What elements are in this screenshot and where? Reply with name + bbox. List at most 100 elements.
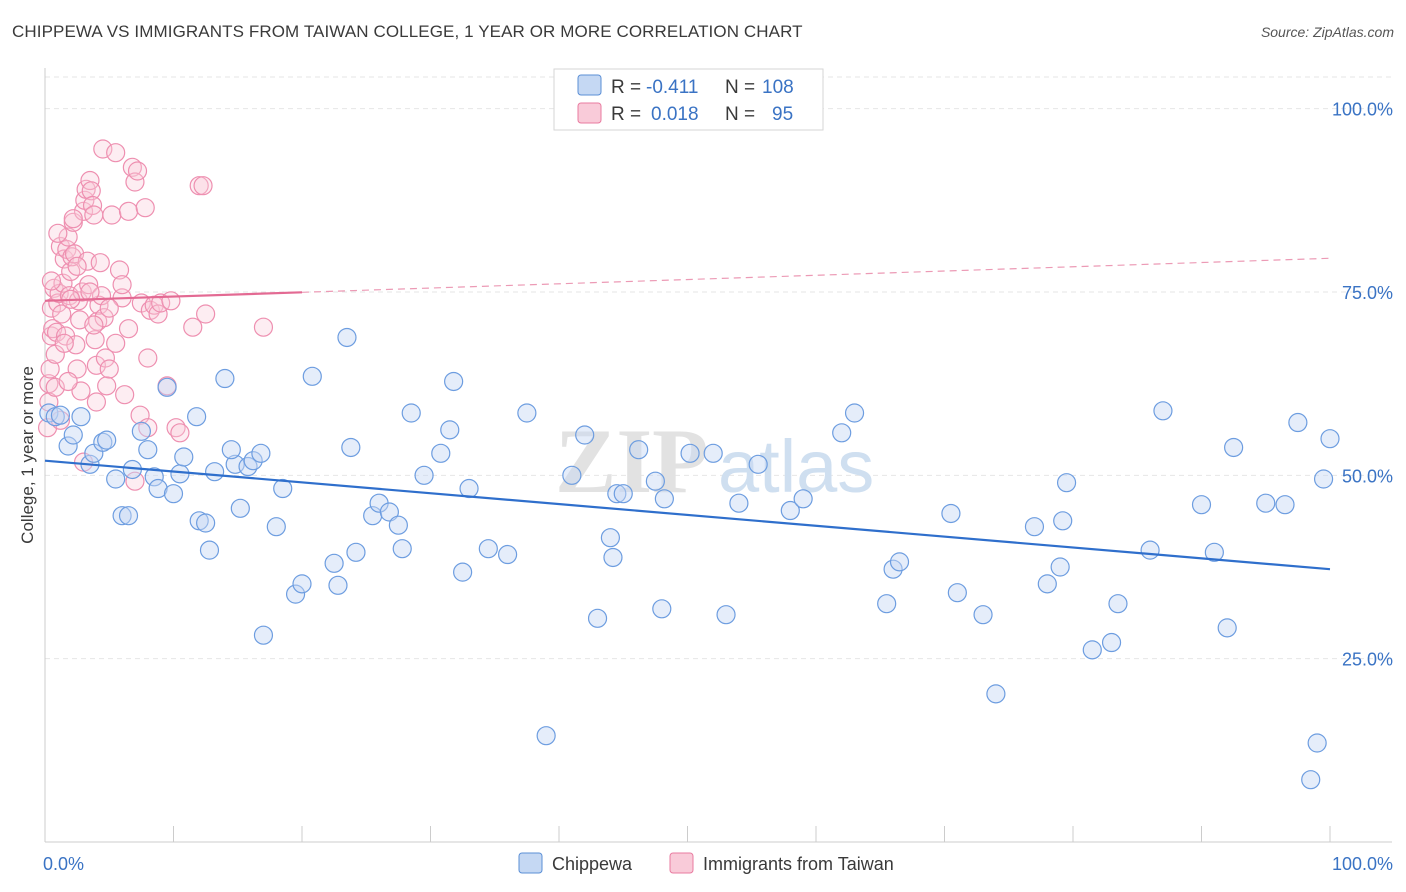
point-chippewa [285,584,306,604]
legend: Chippewa Immigrants from Taiwan [518,852,894,874]
point-immigrants-from-taiwan [71,381,91,401]
point-chippewa [324,553,344,573]
point-chippewa [1153,401,1173,421]
gridlines [45,76,1392,660]
point-chippewa [703,443,723,463]
point-immigrants-from-taiwan [183,317,203,337]
point-immigrants-from-taiwan [90,253,110,273]
point-immigrants-from-taiwan [41,271,62,291]
point-chippewa [251,443,271,463]
point-immigrants-from-taiwan [127,161,148,181]
point-chippewa [587,608,608,628]
point-immigrants-from-taiwan [54,333,74,353]
point-chippewa [1082,640,1102,660]
point-chippewa [174,447,194,467]
point-chippewa [221,440,241,460]
x-tick-label: 100.0% [1332,854,1393,874]
point-chippewa [1056,473,1077,493]
point-chippewa [654,489,674,509]
point-immigrants-from-taiwan [95,348,115,368]
point-chippewa [947,583,967,603]
point-chippewa [459,478,479,499]
legend-swatch-chippewa [518,852,543,874]
point-chippewa [562,465,582,485]
point-chippewa [58,436,78,456]
point-chippewa [680,443,700,463]
point-immigrants-from-taiwan [253,317,274,337]
point-immigrants-from-taiwan [80,282,100,302]
point-chippewa [170,464,190,484]
y-tick-label: 50.0% [1342,466,1393,486]
point-chippewa [302,366,322,386]
point-immigrants-from-taiwan [138,348,158,368]
point-immigrants-from-taiwan [50,410,71,430]
point-chippewa [401,403,421,423]
point-chippewa [1256,493,1276,513]
y-tick-label: 100.0% [1332,100,1393,120]
point-chippewa [613,484,633,504]
point-chippewa [157,377,177,397]
point-chippewa [444,371,464,392]
point-chippewa [266,517,286,537]
point-chippewa [71,407,91,427]
point-chippewa [131,421,151,441]
stats-r-label: R = [611,104,641,125]
point-immigrants-from-taiwan [88,311,108,331]
point-chippewa [941,503,961,524]
point-chippewa [832,423,852,443]
point-chippewa [652,599,672,619]
point-immigrants-from-taiwan [39,374,59,394]
legend-swatch-taiwan [669,852,694,874]
point-immigrants-from-taiwan [193,176,213,196]
point-chippewa [138,440,158,460]
point-immigrants-from-taiwan [148,304,168,324]
point-chippewa [844,403,865,423]
point-immigrants-from-taiwan [72,282,92,302]
point-chippewa [1288,412,1308,433]
point-chippewa [337,327,357,348]
point-chippewa [238,456,258,477]
stats-n-chippewa: 108 [762,77,794,98]
point-chippewa [414,465,434,485]
point-immigrants-from-taiwan [80,170,100,191]
chart-title: CHIPPEWA VS IMMIGRANTS FROM TAIWAN COLLE… [12,22,803,41]
point-chippewa [1320,429,1340,449]
point-immigrants-from-taiwan [62,247,82,267]
point-chippewa [1301,770,1321,790]
point-immigrants-from-taiwan [52,304,72,324]
point-immigrants-from-taiwan [79,275,99,295]
trend-lines [44,257,1331,571]
point-chippewa [716,605,736,625]
point-immigrants-from-taiwan [58,227,78,247]
point-chippewa [97,430,117,450]
point-chippewa [1108,594,1128,614]
stats-swatch-taiwan [577,102,602,124]
point-chippewa [629,440,649,460]
point-chippewa [536,726,556,746]
point-chippewa [118,506,139,526]
point-immigrants-from-taiwan [86,392,107,412]
point-immigrants-from-taiwan [135,198,155,218]
point-immigrants-from-taiwan [170,423,190,443]
point-immigrants-from-taiwan [85,330,105,350]
point-chippewa [883,559,903,579]
point-chippewa [205,462,225,482]
point-immigrants-from-taiwan [99,359,119,379]
point-chippewa [196,513,216,533]
point-chippewa [1191,495,1212,515]
point-immigrants-from-taiwan [63,209,83,229]
series-chippewa [39,327,1340,790]
point-immigrants-from-taiwan [109,260,130,280]
stats-box: R = -0.411 N = 108 R = 0.018 N = 95 [553,68,824,131]
point-chippewa [607,484,627,504]
point-chippewa [877,594,897,614]
point-chippewa [112,506,132,526]
stats-swatch-chippewa [577,74,602,96]
point-immigrants-from-taiwan [161,291,181,311]
point-chippewa [1140,540,1160,560]
stats-n-label: N = [725,77,755,98]
point-immigrants-from-taiwan [94,308,114,328]
point-chippewa [341,437,361,458]
point-chippewa [63,425,83,445]
